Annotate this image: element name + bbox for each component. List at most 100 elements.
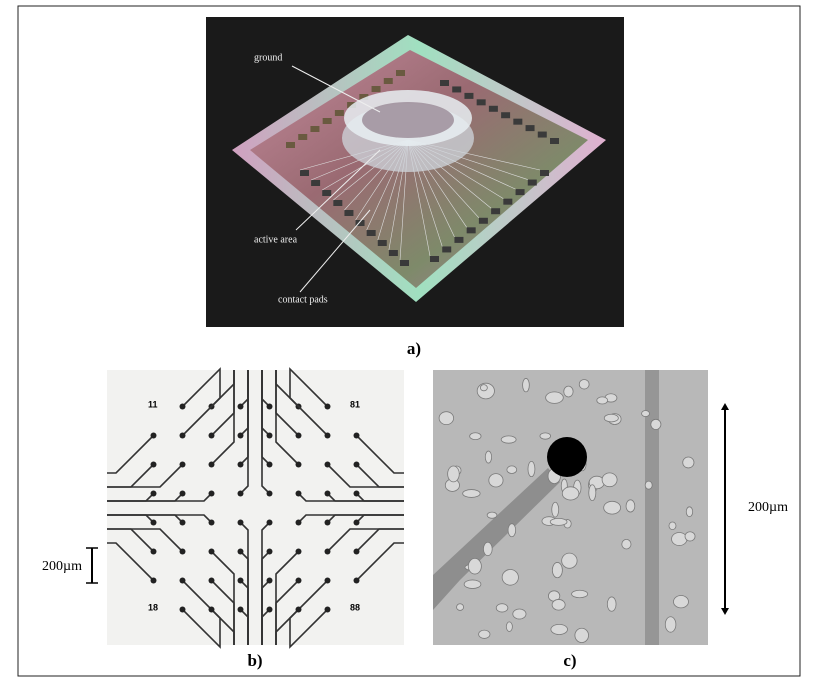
electrode-dot <box>324 606 331 613</box>
electrode-dot <box>208 577 215 584</box>
cell <box>603 500 621 515</box>
trace <box>107 542 155 582</box>
pad <box>430 256 439 262</box>
cell <box>641 410 650 417</box>
trace <box>355 542 404 582</box>
trace <box>355 528 404 553</box>
pointer <box>299 209 371 293</box>
pad <box>537 131 547 138</box>
cell <box>684 531 696 542</box>
cell <box>539 432 552 440</box>
pad <box>513 118 523 125</box>
cell <box>664 616 677 633</box>
cell <box>685 506 694 518</box>
photo-b <box>107 370 404 645</box>
electrode-dot <box>266 548 273 555</box>
pad <box>310 126 320 132</box>
electrode <box>547 437 587 477</box>
electrode-dot <box>179 403 186 410</box>
electrode-dot <box>150 548 157 555</box>
trace <box>355 514 404 524</box>
trace <box>181 608 221 649</box>
cell <box>549 517 568 526</box>
pad <box>333 200 343 206</box>
cell <box>522 378 530 393</box>
trace <box>275 370 300 466</box>
trace <box>275 608 300 645</box>
electrode-dot <box>324 548 331 555</box>
pad <box>525 125 535 132</box>
scale-bar <box>721 403 729 410</box>
cell <box>578 379 590 390</box>
trace <box>107 528 184 553</box>
pad <box>440 80 449 86</box>
cell <box>500 435 517 444</box>
electrode-dot <box>266 461 273 468</box>
cell <box>673 595 689 609</box>
electrode-dot <box>324 432 331 439</box>
electrode-dot <box>324 461 331 468</box>
cell <box>563 385 574 398</box>
trace <box>355 463 404 488</box>
trace <box>107 434 155 474</box>
cell <box>551 562 563 579</box>
cell <box>574 627 589 643</box>
pad-label: 81 <box>350 399 360 409</box>
cell <box>527 460 536 478</box>
pad <box>377 240 387 246</box>
cell <box>505 621 513 632</box>
electrode-dot <box>295 606 302 613</box>
electrode-dot <box>324 577 331 584</box>
pad <box>488 105 498 112</box>
pad-label: 18 <box>148 602 158 612</box>
pad <box>515 189 525 196</box>
pad <box>366 230 376 236</box>
electrode-dot <box>208 606 215 613</box>
cell <box>571 589 589 599</box>
cell <box>682 456 695 469</box>
electrode-dot <box>179 519 186 526</box>
trace <box>355 492 404 502</box>
trace <box>239 370 249 495</box>
cell <box>551 599 566 611</box>
pad <box>286 142 295 148</box>
cell <box>545 391 564 404</box>
cell <box>486 511 498 519</box>
pad-label: 11 <box>148 399 158 409</box>
cell <box>650 418 662 430</box>
pad <box>298 134 308 140</box>
scale-label: 200µm <box>748 500 788 515</box>
pad <box>400 260 409 266</box>
electrode-dot <box>237 403 244 410</box>
electrode-dot <box>179 432 186 439</box>
cell <box>621 538 632 550</box>
cell <box>501 569 519 586</box>
cell <box>467 558 482 575</box>
cell <box>603 413 619 423</box>
electrode-dot <box>295 577 302 584</box>
electrode-dot <box>295 432 302 439</box>
pad <box>478 217 488 224</box>
cell <box>601 472 618 488</box>
electrode-dot <box>150 577 157 584</box>
trace <box>239 608 249 645</box>
cells <box>438 378 696 643</box>
electrode-dot <box>353 432 360 439</box>
cell <box>588 484 597 502</box>
cell <box>596 396 609 405</box>
trace <box>107 463 184 488</box>
electrode-dot <box>266 519 273 526</box>
trace <box>181 370 221 437</box>
electrode-trace <box>433 468 560 610</box>
pad <box>550 138 559 144</box>
scale-bar <box>721 608 729 615</box>
electrode-dot <box>295 548 302 555</box>
electrode-dot <box>237 519 244 526</box>
cell <box>479 384 488 392</box>
electrode-dot <box>324 403 331 410</box>
electrode-dot <box>266 577 273 584</box>
electrode-dot <box>237 461 244 468</box>
electrode-dot <box>353 577 360 584</box>
cell <box>561 486 580 501</box>
